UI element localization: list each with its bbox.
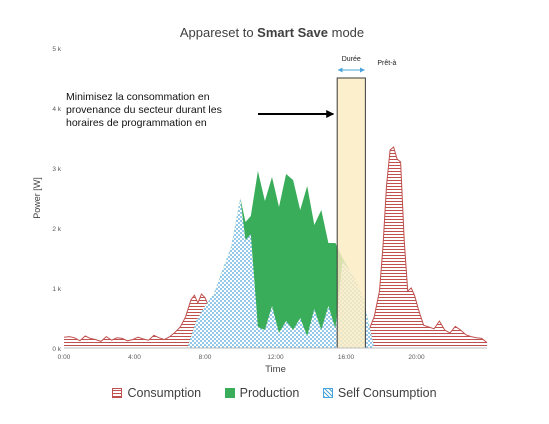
chart-legend: Consumption Production Self Consumption	[0, 386, 549, 400]
x-axis-ticks: 0:00 4:00 8:00 12:00 16:00 20:00	[58, 354, 425, 361]
legend-swatch-self-consumption	[322, 388, 333, 398]
legend-item-consumption: Consumption	[112, 386, 201, 400]
highlight-layer: Durée Prêt-à	[336, 56, 397, 349]
legend-label-consumption: Consumption	[127, 386, 202, 400]
x-tick-label: 16:00	[338, 354, 355, 361]
y-tick-label: 0 k	[52, 346, 61, 353]
x-tick-label: 4:00	[128, 354, 141, 361]
chart-title: Appareset to Smart Save mode	[180, 25, 364, 40]
programming-window	[336, 77, 366, 349]
legend-label-self-consumption: Self Consumption	[337, 386, 437, 400]
self-consumption-area	[187, 198, 375, 348]
y-tick-label: 3 k	[52, 166, 61, 173]
y-axis-ticks: 0 k 1 k 2 k 3 k 4 k 5 k	[52, 46, 61, 353]
y-tick-label: 1 k	[52, 286, 61, 293]
legend-swatch-consumption	[112, 388, 123, 398]
y-tick-label: 4 k	[52, 106, 61, 113]
legend-label-production: Production	[239, 386, 300, 400]
y-axis-label: Power [W]	[32, 177, 42, 219]
annotation-text: Minimisez la consommation en provenance …	[66, 91, 222, 129]
x-tick-label: 0:00	[58, 354, 71, 361]
x-tick-label: 12:00	[267, 354, 284, 361]
y-tick-label: 5 k	[52, 46, 61, 53]
series-layer	[63, 146, 488, 348]
legend-item-production: Production	[224, 386, 300, 400]
duration-label: Durée	[342, 56, 361, 63]
chart-title-suffix: mode	[328, 25, 364, 40]
x-tick-label: 8:00	[199, 354, 212, 361]
ready-label: Prêt-à	[377, 60, 396, 67]
legend-swatch-production	[224, 388, 235, 398]
legend-item-self-consumption: Self Consumption	[322, 386, 437, 400]
chart-title-prefix: Appareset to	[180, 25, 257, 40]
consumption-area	[64, 147, 487, 348]
chart-title-bold: Smart Save	[257, 25, 328, 40]
y-tick-label: 2 k	[52, 226, 61, 233]
x-tick-label: 20:00	[408, 354, 425, 361]
x-axis-label: Time	[265, 364, 286, 375]
